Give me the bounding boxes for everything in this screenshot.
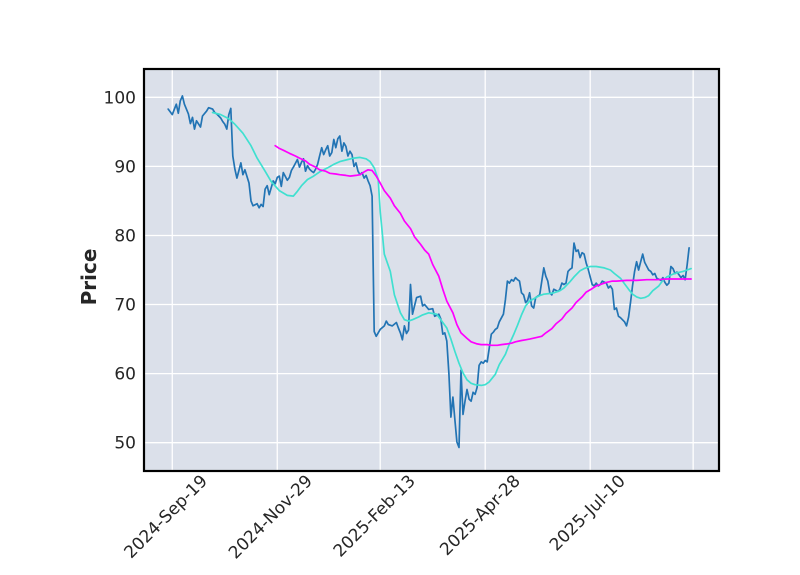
ma-magenta-line [274, 144, 692, 347]
x-tick-label: 2024-Sep-19 [120, 471, 211, 562]
y-tick-label: 90 [114, 157, 136, 177]
y-tick-label: 70 [114, 296, 136, 316]
axes-spine [142, 67, 721, 473]
y-tick-label: 50 [114, 434, 136, 454]
y-tick-label: 60 [114, 365, 136, 385]
plot-area [144, 69, 719, 471]
x-tick-label: 2025-Jul-10 [546, 471, 630, 555]
x-tick-label: 2024-Nov-29 [225, 471, 317, 563]
x-tick-label: 2025-Apr-28 [436, 471, 524, 559]
y-axis-label: Price [77, 249, 101, 306]
x-tick-label: 2025-Feb-13 [330, 471, 420, 561]
y-tick-label: 100 [104, 88, 136, 108]
y-tick-label: 80 [114, 226, 136, 246]
